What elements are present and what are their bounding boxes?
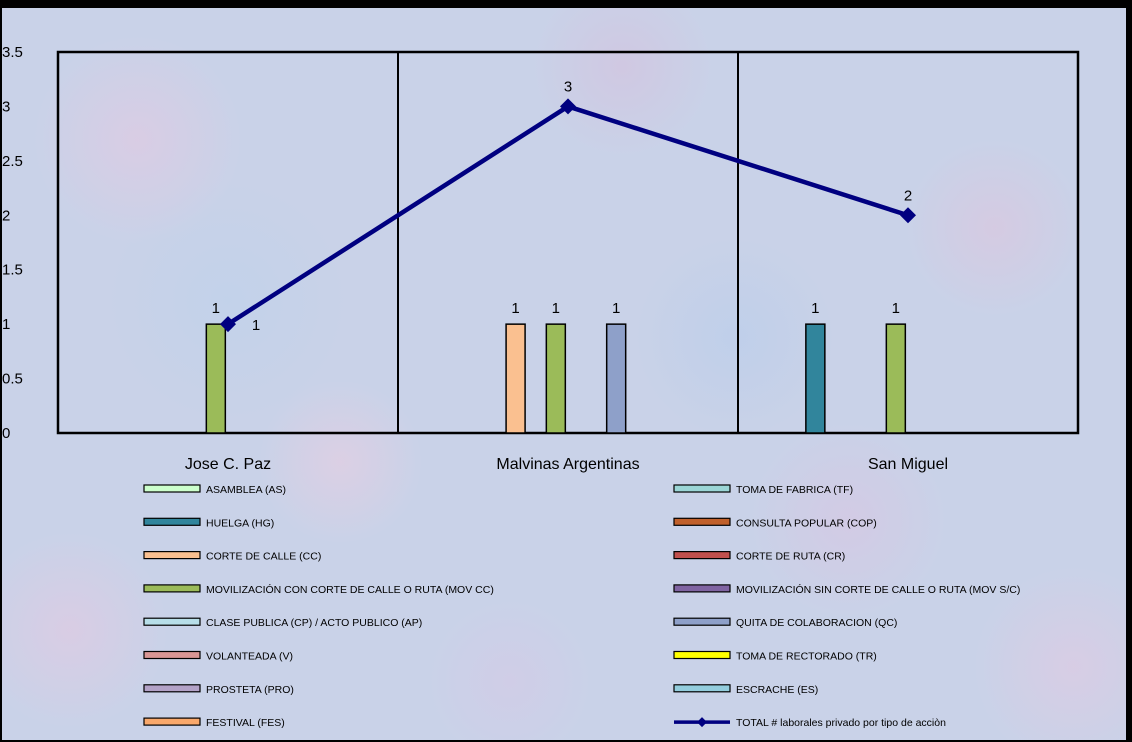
legend-swatch (673, 550, 731, 560)
legend-label: TOMA DE RECTORADO (TR) (736, 651, 877, 663)
line-data-label: 3 (564, 78, 572, 95)
chart: 0 0.5 1 1.5 2 2.5 3 3.5 Jose C. Paz Malvinas Arge… (2, 44, 1080, 729)
y-tick-label: 1.5 (2, 262, 23, 279)
x-category-label: San Miguel (868, 456, 948, 473)
legend-label: TOMA DE FABRICA (TF) (736, 484, 853, 496)
y-tick-label: 0 (2, 425, 10, 442)
y-tick-label: 1 (2, 316, 10, 333)
line-marker (220, 316, 236, 333)
bar-data-label: 1 (212, 300, 220, 317)
y-tick-label: 0.5 (2, 371, 23, 388)
legend-label: PROSTETA (PRO) (206, 684, 294, 696)
bar (885, 323, 907, 434)
bar (545, 323, 567, 434)
legend-swatch (673, 650, 731, 660)
legend-swatch (673, 617, 731, 626)
line-marker (560, 98, 576, 115)
bar-data-label: 1 (892, 300, 900, 317)
legend-swatch (143, 617, 201, 626)
legend-line-marker (697, 717, 707, 728)
bar (505, 323, 526, 434)
legend-swatch (673, 517, 731, 526)
bar-data-label: 1 (612, 300, 620, 317)
bar (205, 323, 227, 434)
bar (605, 323, 627, 434)
legend-swatch (673, 484, 731, 493)
legend-swatch (143, 517, 201, 526)
legend-swatch (143, 650, 201, 660)
legend-swatch (673, 584, 731, 593)
legend-label: ESCRACHE (ES) (736, 684, 818, 696)
x-category-label: Jose C. Paz (185, 456, 271, 473)
legend-label: MOVILIZACIÓN SIN CORTE DE CALLE O RUTA (… (736, 583, 1020, 596)
y-tick-label: 2.5 (2, 153, 23, 170)
legend-label: CORTE DE RUTA (CR) (736, 551, 845, 563)
legend-label: TOTAL # laborales privado por tipo de ac… (736, 717, 946, 729)
legend-swatch (143, 717, 201, 726)
y-tick-label: 2 (2, 207, 10, 224)
x-category-label: Malvinas Argentinas (496, 456, 639, 473)
plot-area-border (56, 50, 1080, 435)
legend-label: CONSULTA POPULAR (COP) (736, 517, 877, 529)
bar-data-label: 1 (552, 300, 560, 317)
legend-label: CORTE DE CALLE (CC) (206, 551, 321, 563)
legend-label: QUITA DE COLABORACION (QC) (736, 617, 897, 629)
legend-label: CLASE PUBLICA (CP) / ACTO PUBLICO (AP) (206, 617, 422, 629)
line-data-label: 1 (252, 317, 260, 334)
legend-swatch (673, 684, 731, 693)
y-tick-label: 3 (2, 98, 10, 115)
legend-swatch (143, 684, 201, 693)
legend-label: HUELGA (HG) (206, 517, 274, 529)
legend-label: MOVILIZACIÓN CON CORTE DE CALLE O RUTA (… (206, 583, 494, 596)
line-data-label: 2 (904, 187, 912, 204)
legend-label: VOLANTEADA (V) (206, 651, 293, 663)
bar-data-label: 1 (511, 300, 519, 317)
legend-label: FESTIVAL (FES) (206, 717, 285, 729)
legend-swatch (143, 584, 201, 593)
legend-swatch (143, 484, 201, 493)
bar (805, 323, 826, 434)
legend-label: ASAMBLEA (AS) (206, 484, 286, 496)
bar-data-label: 1 (811, 300, 819, 317)
total-line (226, 104, 909, 327)
y-tick-label: 3.5 (2, 44, 23, 61)
legend-swatch (143, 550, 201, 560)
line-marker (900, 207, 916, 224)
